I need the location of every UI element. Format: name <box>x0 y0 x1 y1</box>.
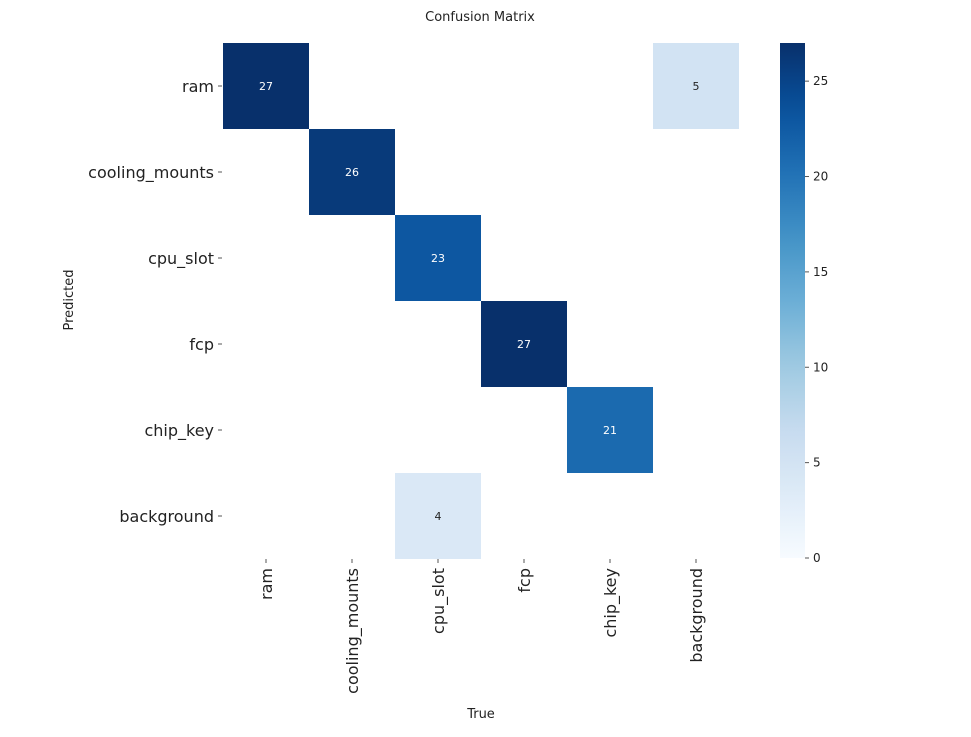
x-tick-labels: ram cooling_mounts cpu_slot fcp chip_key back… <box>257 559 706 694</box>
cell-value-label: 5 <box>693 80 700 93</box>
heatmap-cell <box>481 301 567 387</box>
colorbar-tick-label: 15 <box>813 265 828 279</box>
heatmap-cell <box>653 43 739 129</box>
chart-title: Confusion Matrix <box>425 10 535 25</box>
heatmap-cell <box>309 129 395 215</box>
cell-value-label: 27 <box>517 338 531 351</box>
cell-value-label: 26 <box>345 166 359 179</box>
heatmap-cells: 27 5 26 23 27 21 4 <box>223 43 739 559</box>
x-tick-label: chip_key <box>601 568 621 638</box>
x-tick-label: background <box>687 568 706 663</box>
cell-value-label: 23 <box>431 252 445 265</box>
y-tick-label: cooling_mounts <box>88 163 214 183</box>
colorbar-tick-label: 5 <box>813 456 821 470</box>
y-tick-label: chip_key <box>144 421 214 441</box>
colorbar: 0 5 10 15 20 25 <box>780 43 828 565</box>
heatmap-cell <box>567 387 653 473</box>
x-tick-label: cpu_slot <box>429 568 449 634</box>
colorbar-tick-label: 20 <box>813 170 828 184</box>
cell-value-label: 27 <box>259 80 273 93</box>
x-tick-label: ram <box>257 568 276 600</box>
heatmap-cell <box>395 473 481 559</box>
y-tick-label: ram <box>182 77 214 96</box>
y-tick-label: fcp <box>189 335 214 354</box>
x-tick-label: fcp <box>515 568 534 593</box>
x-tick-label: cooling_mounts <box>343 568 363 694</box>
colorbar-tick-label: 0 <box>813 551 821 565</box>
y-tick-label: cpu_slot <box>148 249 214 269</box>
colorbar-gradient <box>780 43 805 558</box>
heatmap-cell <box>395 215 481 301</box>
colorbar-tick-label: 25 <box>813 74 828 88</box>
x-axis-label: True <box>466 707 495 722</box>
cell-value-label: 4 <box>435 510 442 523</box>
y-tick-label: background <box>119 507 214 526</box>
colorbar-tick-label: 10 <box>813 360 828 374</box>
cell-value-label: 21 <box>603 424 617 437</box>
heatmap-cell <box>223 43 309 129</box>
y-axis-label: Predicted <box>62 269 77 330</box>
